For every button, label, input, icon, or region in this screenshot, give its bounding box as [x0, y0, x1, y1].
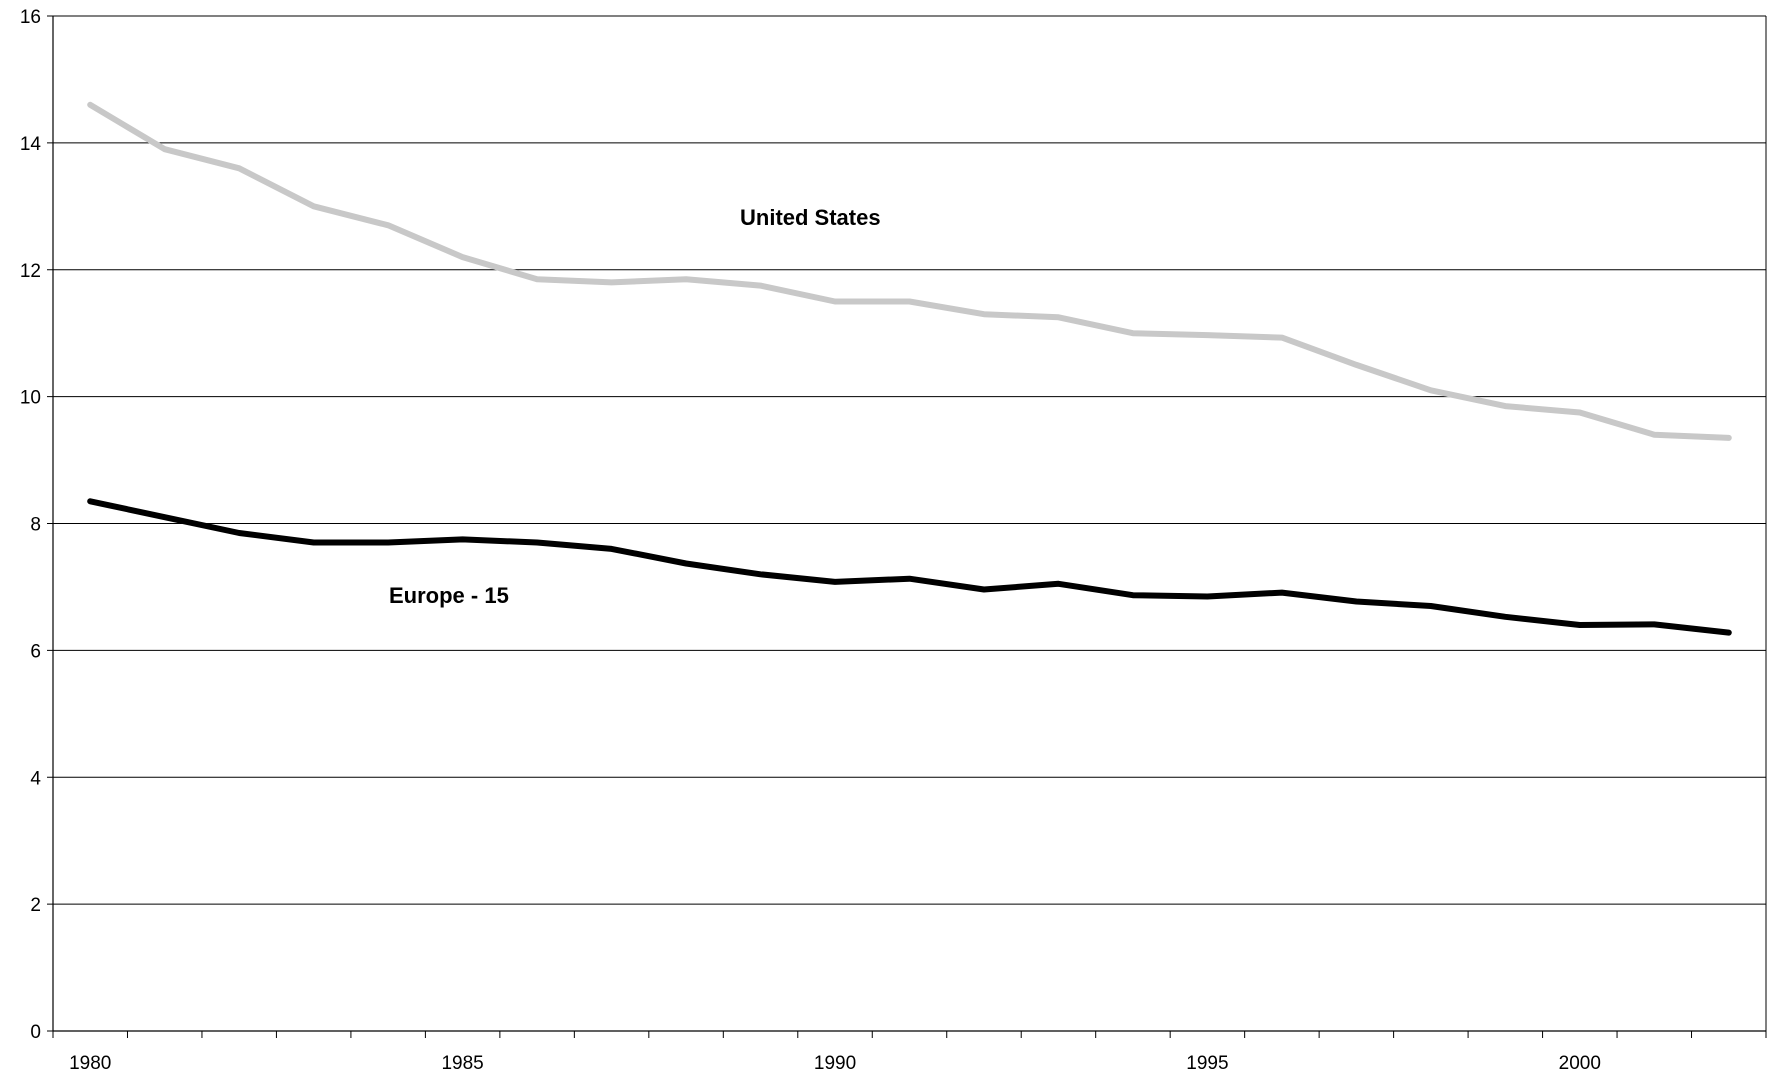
data-point — [1204, 593, 1211, 600]
y-tick-label: 0 — [30, 1022, 41, 1043]
y-tick-label: 16 — [20, 7, 41, 28]
data-point — [1055, 581, 1062, 587]
x-tick-label: 2000 — [1559, 1053, 1601, 1074]
data-point — [832, 298, 838, 305]
data-point — [1726, 630, 1732, 636]
data-point — [162, 514, 168, 520]
data-point — [1502, 614, 1508, 620]
y-tick-label: 2 — [30, 895, 41, 916]
series-label-united-states: United States — [740, 205, 881, 230]
y-tick-label: 8 — [30, 515, 41, 536]
x-axis-tick-labels: 1980 1985 1990 1995 2000 — [69, 1053, 1601, 1074]
data-point — [1130, 592, 1136, 598]
y-axis-tick-labels: 0 2 4 6 8 10 12 14 16 — [20, 7, 42, 1043]
x-tick-label: 1980 — [69, 1053, 111, 1074]
data-point — [1204, 332, 1211, 338]
data-point — [385, 222, 391, 228]
data-point — [1428, 603, 1434, 609]
data-point — [1428, 387, 1434, 393]
data-point — [534, 276, 540, 282]
y-tick-label: 10 — [20, 388, 41, 409]
data-point — [162, 146, 168, 152]
x-tick-label: 1985 — [441, 1053, 483, 1074]
series-lines — [87, 101, 1732, 636]
data-point — [608, 546, 615, 552]
data-point — [832, 579, 838, 585]
axes — [47, 15, 1767, 1038]
data-point — [460, 254, 466, 260]
data-point — [906, 298, 913, 305]
data-point — [981, 586, 987, 593]
series-line-europe-15 — [87, 498, 1732, 636]
data-point — [757, 283, 764, 289]
data-point — [683, 560, 689, 567]
y-tick-label: 4 — [30, 768, 41, 789]
data-point — [385, 539, 391, 546]
data-point — [683, 276, 689, 282]
data-point — [311, 539, 317, 546]
y-tick-label: 6 — [30, 641, 41, 662]
data-point — [906, 576, 913, 582]
data-point — [1502, 403, 1508, 409]
data-point — [311, 203, 317, 209]
y-tick-label: 14 — [20, 134, 42, 155]
data-point — [1130, 330, 1136, 336]
data-point — [1353, 598, 1359, 605]
x-tick-label: 1995 — [1186, 1053, 1228, 1074]
data-point — [1651, 621, 1657, 627]
x-tick-label: 1990 — [814, 1053, 856, 1074]
data-point — [1055, 314, 1062, 320]
data-point — [757, 571, 764, 577]
data-point — [981, 311, 987, 317]
gridlines — [53, 15, 1766, 905]
data-point — [87, 102, 93, 108]
data-point — [1577, 409, 1583, 416]
y-tick-label: 12 — [20, 261, 41, 282]
series-line-united-states — [87, 101, 1732, 441]
data-point — [1577, 622, 1583, 628]
data-point — [1279, 335, 1285, 341]
data-point — [1651, 432, 1657, 438]
data-point — [1726, 435, 1732, 441]
data-point — [608, 279, 615, 286]
data-point — [87, 498, 93, 504]
data-point — [534, 539, 540, 546]
series-label-europe-15: Europe - 15 — [389, 583, 509, 608]
data-point — [1353, 362, 1359, 368]
data-point — [236, 530, 242, 536]
data-point — [1279, 590, 1285, 596]
data-point — [236, 165, 242, 171]
data-point — [460, 536, 466, 542]
